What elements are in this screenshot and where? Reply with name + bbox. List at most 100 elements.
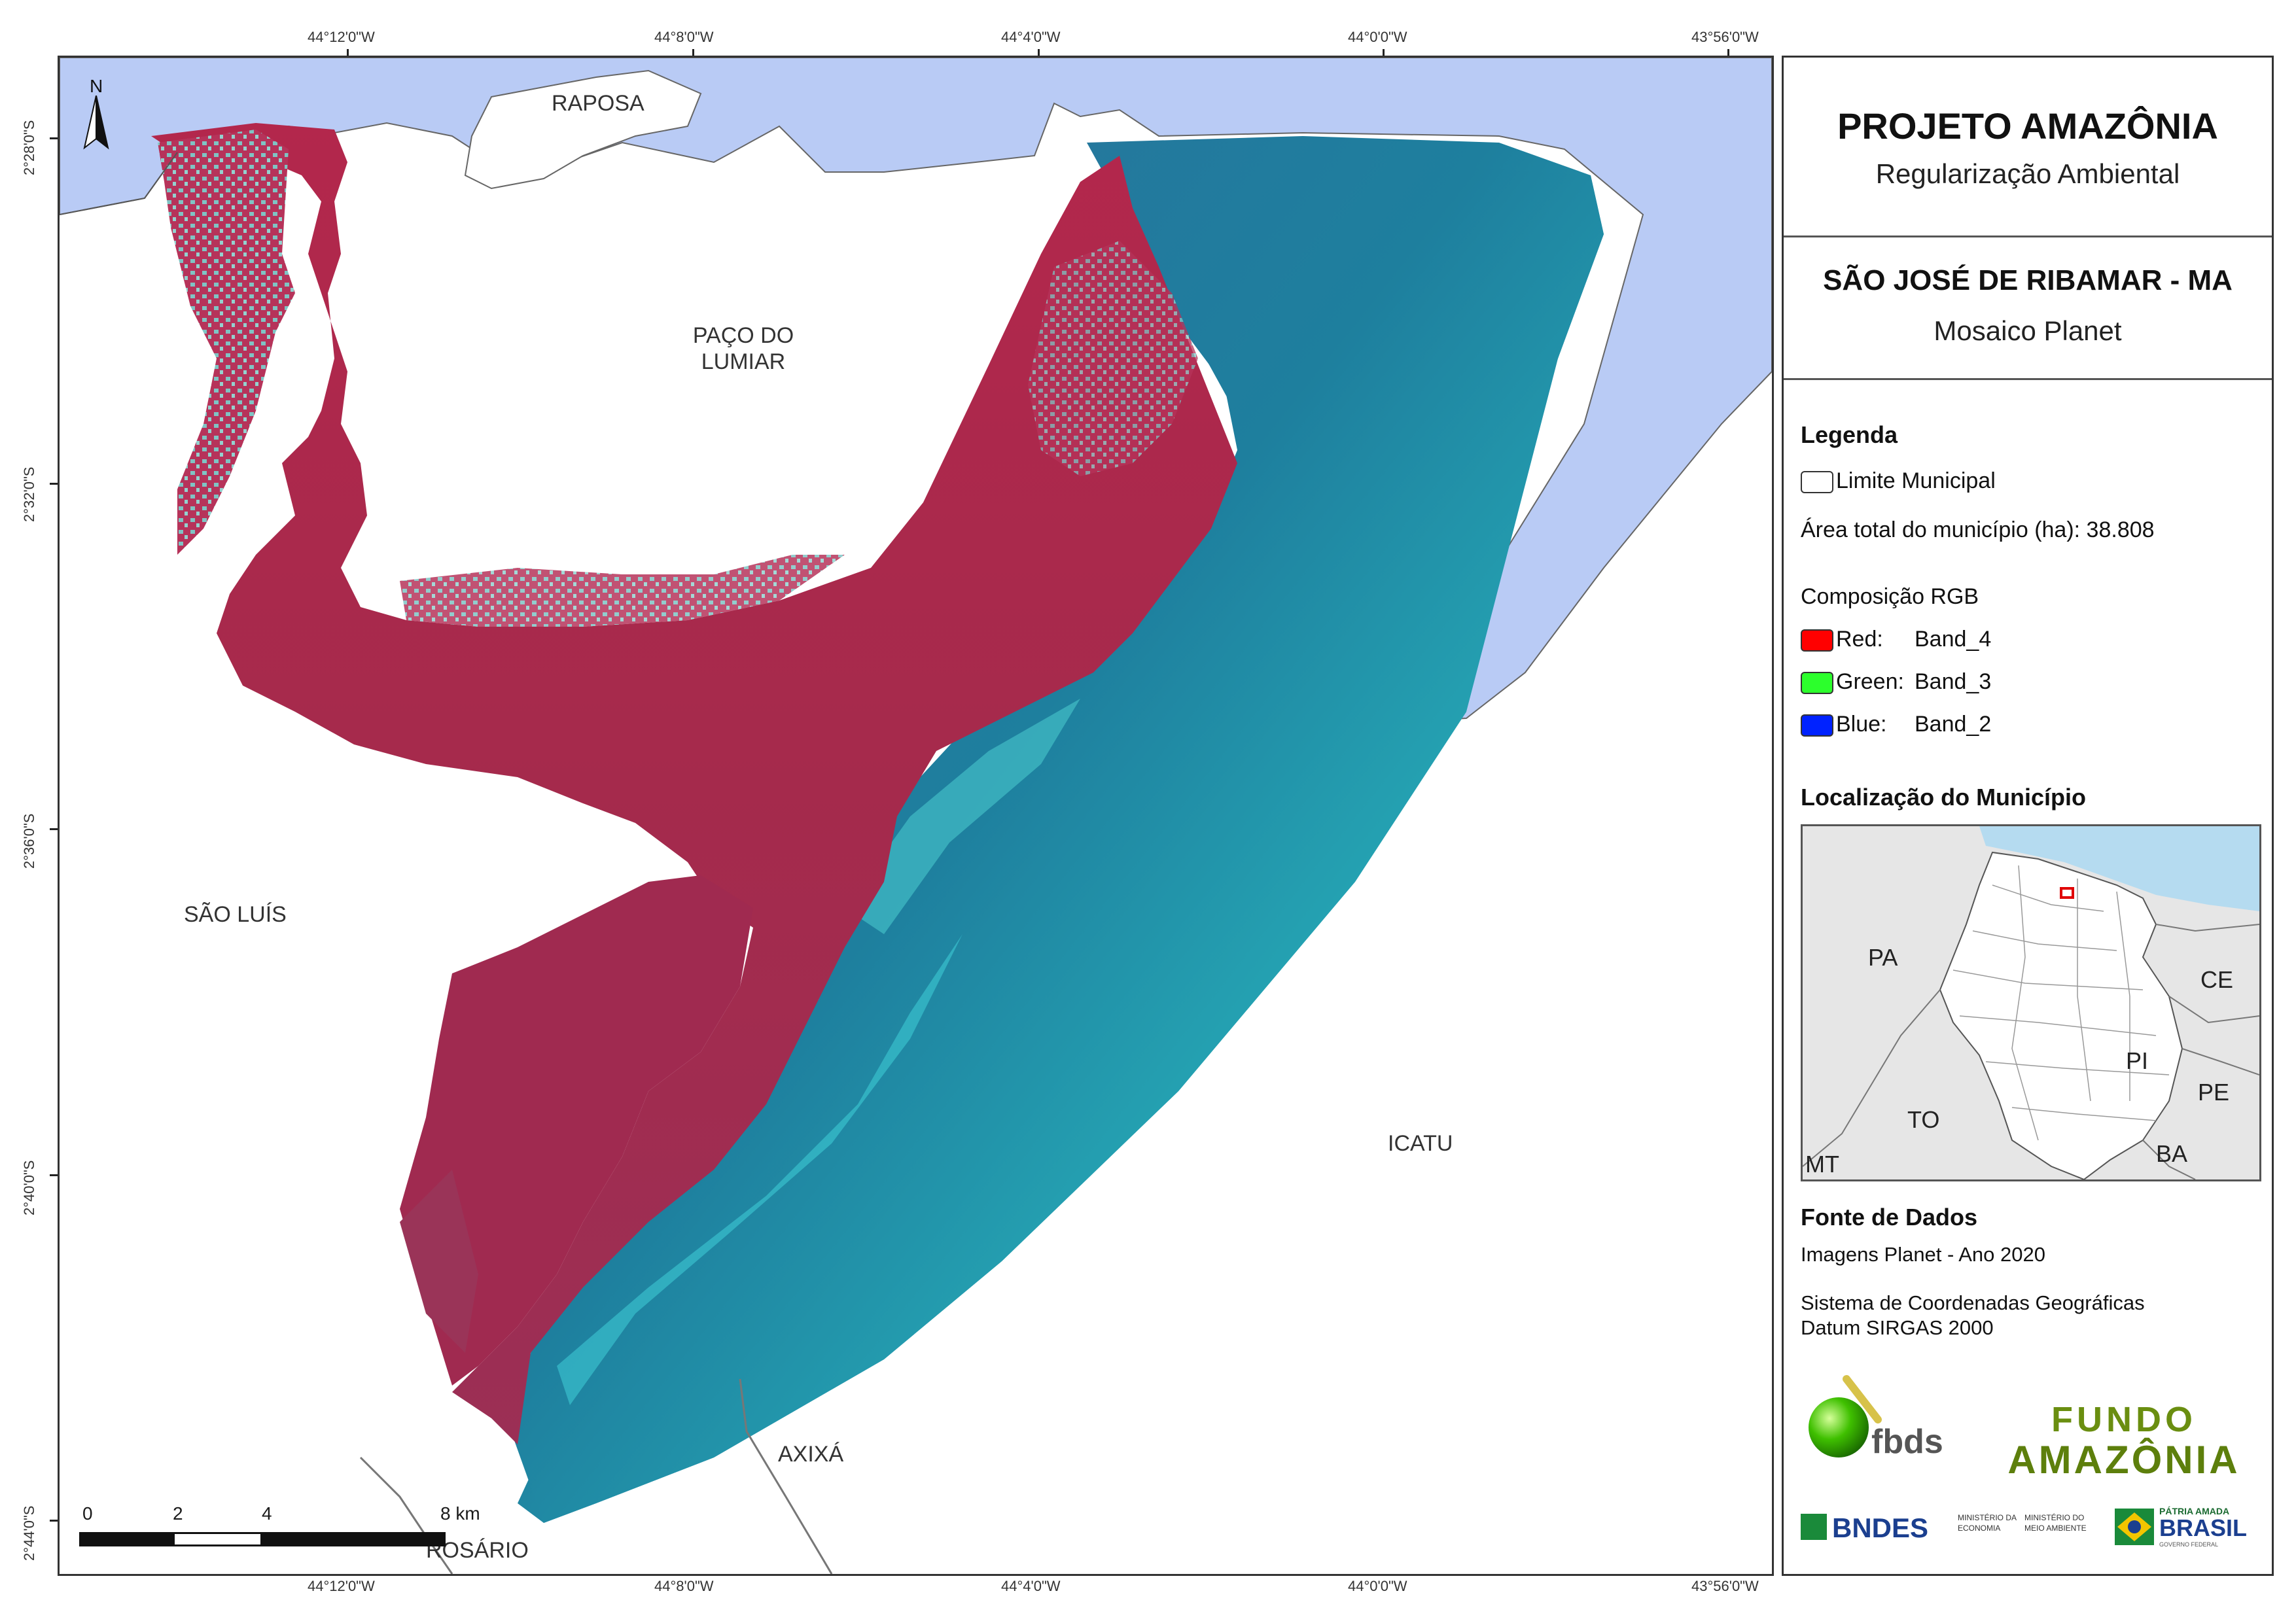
band-channel: Blue:	[1836, 712, 1887, 737]
tick-mark	[1038, 49, 1040, 57]
ministry-text: MEIO AMBIENTE	[2024, 1524, 2087, 1533]
location-marker	[2060, 887, 2074, 899]
state-label-pi: PI	[2126, 1047, 2149, 1074]
lon-label-top: 44°12'0"W	[308, 29, 375, 45]
ministry-text: ECONOMIA	[1958, 1524, 2001, 1533]
fundo-amazonia-logo: FUNDO AMAZÔNIA	[1987, 1400, 2261, 1481]
project-subtitle: Regularização Ambiental	[1875, 158, 2180, 189]
municipal-limit-swatch	[1801, 471, 1833, 493]
band-swatch-red	[1801, 629, 1833, 652]
municipal-limit-label: Limite Municipal	[1836, 468, 1996, 493]
inset-ocean	[1979, 826, 2259, 911]
lon-label-bottom: 44°8'0"W	[654, 1578, 714, 1594]
tick-mark	[50, 1520, 58, 1522]
brasil-text: BRASIL	[2159, 1514, 2247, 1541]
brasil-text: GOVERNO FEDERAL	[2159, 1541, 2219, 1548]
lon-label-top: 44°8'0"W	[654, 29, 714, 45]
panel-divider	[1784, 378, 2272, 380]
band-name: Band_4	[1915, 627, 1992, 652]
municipality-label-line: LUMIAR	[701, 349, 786, 374]
ministry-environment: MINISTÉRIO DO MEIO AMBIENTE	[2024, 1512, 2087, 1533]
lon-label-bottom: 44°4'0"W	[1001, 1578, 1061, 1594]
municipality-label-sao-luis: SÃO LUÍS	[184, 902, 287, 927]
north-arrow: N	[78, 76, 117, 154]
location-map-svg	[1803, 826, 2259, 1179]
north-arrow-label: N	[90, 76, 103, 96]
rgb-heading: Composição RGB	[1801, 584, 1979, 609]
shallow-water	[557, 934, 963, 1405]
maranhao-state	[1939, 851, 2183, 1179]
fbds-text: fbds	[1871, 1423, 1943, 1461]
band-swatch-blue	[1801, 714, 1833, 737]
scale-label: 4	[262, 1503, 272, 1524]
state-label-mt: MT	[1805, 1151, 1839, 1178]
state-label-pe: PE	[2198, 1079, 2230, 1106]
map-type: Mosaico Planet	[1934, 315, 2122, 346]
map-canvas	[60, 58, 1772, 1574]
tick-mark	[50, 1174, 58, 1176]
band-name: Band_3	[1915, 669, 1992, 694]
neighbor-boundary	[1803, 924, 2259, 1179]
municipality-title: SÃO JOSÉ DE RIBAMAR - MA	[1823, 264, 2233, 296]
municipality-label-paco-do-lumiar: PAÇO DO LUMIAR	[684, 323, 802, 375]
scale-label: 2	[173, 1503, 183, 1524]
source-line: Sistema de Coordenadas Geográficas	[1801, 1291, 2145, 1314]
lon-label-bottom: 44°0'0"W	[1348, 1578, 1407, 1594]
lon-label-bottom: 44°12'0"W	[308, 1578, 375, 1594]
lon-label-top: 44°0'0"W	[1348, 29, 1407, 45]
scale-segment	[262, 1532, 446, 1546]
band-channel: Red:	[1836, 627, 1883, 652]
tick-mark	[1727, 49, 1729, 57]
band-swatch-green	[1801, 672, 1833, 694]
panel-divider	[1784, 236, 2272, 237]
ministry-economy: MINISTÉRIO DA ECONOMIA	[1958, 1512, 2017, 1533]
state-label-ce: CE	[2200, 966, 2234, 993]
municipality-label-raposa: RAPOSA	[552, 91, 645, 116]
municipality-land	[158, 130, 295, 555]
band-name: Band_2	[1915, 712, 1992, 737]
lat-label-left: 2°44'0"S	[21, 1505, 37, 1561]
urban-area	[1028, 241, 1198, 476]
raposa-area	[464, 69, 702, 190]
location-heading: Localização do Município	[1801, 784, 2087, 811]
band-channel: Green:	[1836, 669, 1904, 694]
source-line: Imagens Planet - Ano 2020	[1801, 1243, 2045, 1266]
municipality-label-line: PAÇO DO	[692, 323, 794, 348]
inset-boundaries	[1952, 865, 2170, 1141]
tick-mark	[347, 49, 349, 57]
bndes-logo-icon	[1801, 1514, 1827, 1540]
scale-segment	[79, 1532, 173, 1546]
ministry-text: MINISTÉRIO DO	[2024, 1513, 2085, 1522]
fbds-logo: fbds	[1801, 1372, 1951, 1461]
lat-label-left: 2°32'0"S	[21, 466, 37, 522]
source-line: Datum SIRGAS 2000	[1801, 1316, 1994, 1339]
bndes-logo: BNDES	[1801, 1510, 1932, 1546]
shallow-water	[845, 699, 1080, 934]
map-frame[interactable]: RAPOSA PAÇO DO LUMIAR SÃO LUÍS ICATU AXI…	[58, 56, 1774, 1576]
tick-mark	[50, 137, 58, 139]
lat-label-left: 2°28'0"S	[21, 120, 37, 175]
municipal-boundary	[359, 1456, 453, 1574]
lon-label-top: 44°4'0"W	[1001, 29, 1061, 45]
municipality-label-axixa: AXIXÁ	[778, 1442, 844, 1467]
scale-segment	[173, 1532, 262, 1546]
scale-label: 0	[82, 1503, 93, 1524]
municipal-boundary	[739, 1378, 833, 1574]
fundo-amazonia-text: AMAZÔNIA	[2007, 1438, 2240, 1482]
fbds-logo-icon	[1809, 1375, 1882, 1457]
municipal-boundary	[60, 152, 178, 215]
tick-mark	[50, 828, 58, 830]
area-text: Área total do município (ha): 38.808	[1801, 517, 2155, 542]
sources-heading: Fonte de Dados	[1801, 1204, 1978, 1230]
state-label-pa: PA	[1868, 944, 1898, 971]
legend-heading: Legenda	[1801, 421, 1898, 448]
brasil-text: PÁTRIA AMADA	[2159, 1506, 2230, 1516]
scale-bar: 0 2 4 8 km	[79, 1503, 498, 1549]
ocean-area	[60, 58, 1772, 723]
municipality-land	[151, 123, 1237, 1444]
legend-panel: PROJETO AMAZÔNIA Regularização Ambiental…	[1782, 56, 2274, 1576]
north-arrow-icon	[83, 96, 109, 150]
municipality-label-icatu: ICATU	[1388, 1131, 1453, 1156]
brasil-flag-icon	[2115, 1509, 2154, 1545]
